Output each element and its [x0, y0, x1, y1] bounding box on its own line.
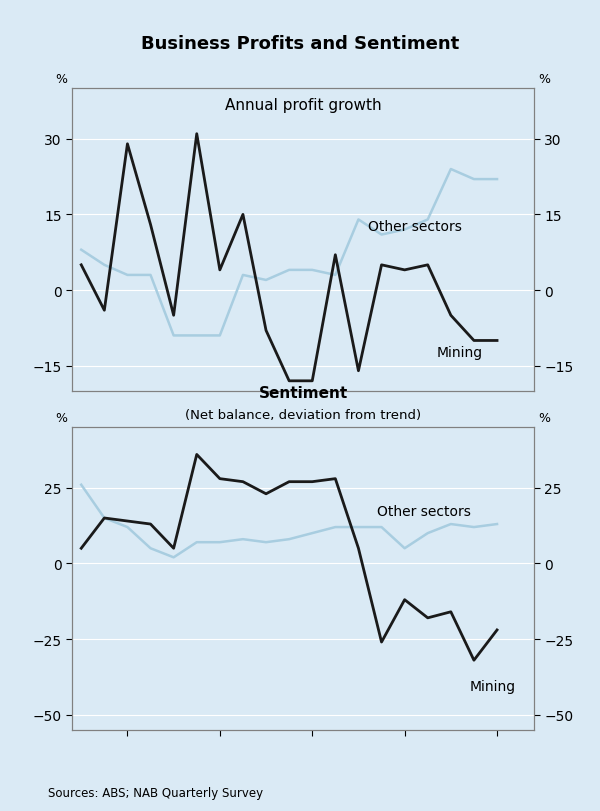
- Text: Sources: ABS; NAB Quarterly Survey: Sources: ABS; NAB Quarterly Survey: [48, 786, 263, 799]
- Text: (Net balance, deviation from trend): (Net balance, deviation from trend): [185, 409, 421, 422]
- Text: %: %: [539, 73, 551, 86]
- Text: Other sectors: Other sectors: [377, 504, 471, 518]
- Text: Business Profits and Sentiment: Business Profits and Sentiment: [141, 35, 459, 53]
- Text: Other sectors: Other sectors: [368, 219, 461, 234]
- Text: %: %: [55, 73, 67, 86]
- Text: %: %: [55, 412, 67, 425]
- Text: Mining: Mining: [437, 345, 483, 359]
- Text: Mining: Mining: [469, 680, 515, 693]
- Text: Annual profit growth: Annual profit growth: [224, 98, 382, 114]
- Text: %: %: [539, 412, 551, 425]
- Text: Sentiment: Sentiment: [259, 385, 347, 401]
